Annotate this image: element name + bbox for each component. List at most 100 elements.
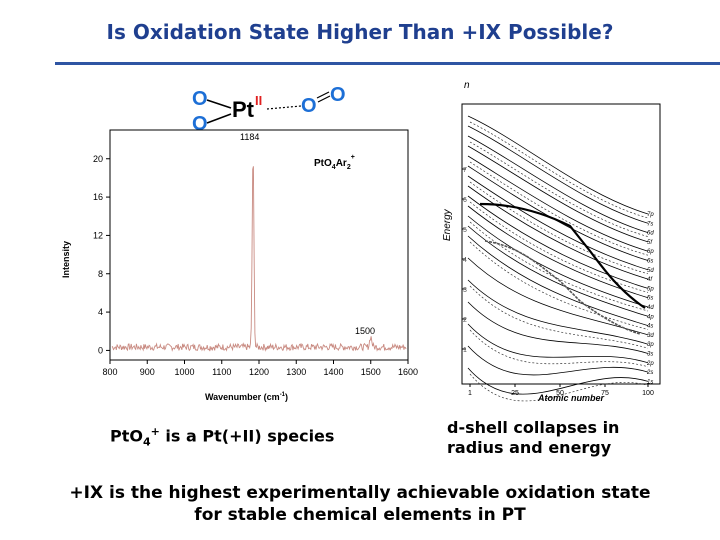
y-axis-label: Intensity bbox=[61, 241, 71, 278]
bond-line bbox=[317, 95, 331, 103]
orbital-label: 7s bbox=[647, 221, 653, 227]
orbital-curve bbox=[467, 225, 649, 317]
energy-axis-ticks: 1 2 3 4 5 6 7 bbox=[462, 167, 467, 354]
bond-line bbox=[206, 99, 232, 109]
molecule-ox-state: II bbox=[255, 93, 262, 108]
peak-1184-label: 1184 bbox=[240, 132, 259, 142]
orbital-label: 4p bbox=[647, 314, 654, 320]
orbital-curve bbox=[467, 135, 649, 233]
x-tick-label: 1100 bbox=[212, 367, 231, 377]
orbital-label: 5p bbox=[647, 286, 654, 292]
molecule-o-left-bottom: O bbox=[192, 113, 208, 135]
atomic-number-tick-label: 50 bbox=[556, 390, 564, 397]
energy-tick-label: 5 bbox=[463, 227, 467, 234]
ir-spectrum-figure: O O Pt II O O 0 4 8 12 16 20 800 900 1000 1100 12… bbox=[61, 84, 418, 402]
orbital-curve bbox=[467, 145, 649, 243]
y-axis-ticks: 0 4 8 12 16 20 bbox=[93, 154, 110, 355]
x-tick-label: 1600 bbox=[398, 367, 418, 377]
y-tick-label: 12 bbox=[93, 230, 103, 240]
n-axis-label: n bbox=[464, 80, 470, 91]
orbital-curve-dashed bbox=[469, 221, 649, 312]
orbital-curve-dashed bbox=[469, 373, 649, 402]
caption-right: d-shell collapses in radius and energy bbox=[447, 418, 620, 457]
collapsing-d-shell-curve bbox=[479, 202, 646, 309]
bond-line bbox=[316, 91, 330, 99]
orbital-curve bbox=[467, 115, 649, 215]
x-tick-label: 900 bbox=[140, 367, 155, 377]
orbital-label: 2s bbox=[646, 370, 653, 376]
x-tick-label: 1000 bbox=[174, 367, 194, 377]
orbital-label: 5f bbox=[647, 240, 653, 246]
orbital-curve-dotted bbox=[484, 240, 641, 335]
species-label: PtO4Ar2+ bbox=[314, 154, 355, 171]
y-tick-label: 8 bbox=[98, 269, 103, 279]
orbital-curves bbox=[467, 115, 649, 402]
orbital-label: 4s bbox=[647, 324, 653, 330]
x-tick-label: 1500 bbox=[361, 367, 381, 377]
orbital-curve-dashed bbox=[469, 141, 649, 237]
atomic-number-tick-label: 1 bbox=[468, 390, 472, 397]
orbital-label: 4f bbox=[647, 277, 653, 283]
dashed-bond bbox=[266, 105, 302, 110]
energy-tick-label: 4 bbox=[463, 257, 467, 264]
orbital-label: 5s bbox=[647, 296, 653, 302]
energy-tick-label: 6 bbox=[463, 197, 467, 204]
orbital-curve bbox=[467, 279, 649, 345]
x-axis-label: Wavenumber (cm-1) bbox=[205, 392, 288, 402]
y-tick-label: 16 bbox=[93, 192, 103, 202]
orbital-curve bbox=[467, 345, 649, 376]
conclusion-text: +IX is the highest experimentally achiev… bbox=[20, 482, 700, 526]
orbital-label: 5d bbox=[647, 268, 654, 274]
title-divider bbox=[55, 62, 720, 65]
atomic-number-label: Atomic number bbox=[537, 393, 605, 403]
x-tick-label: 800 bbox=[102, 367, 117, 377]
orbital-curve-dashed bbox=[469, 161, 649, 256]
orbital-curve-dashed bbox=[469, 181, 649, 275]
conclusion-line-2: for stable chemical elements in PT bbox=[194, 505, 526, 526]
molecule-o-left-top: O bbox=[192, 88, 208, 110]
caption-left: PtO4+ is a Pt(+II) species bbox=[110, 425, 335, 449]
orbital-curve bbox=[467, 235, 649, 326]
orbital-curve bbox=[467, 185, 649, 280]
y-tick-label: 0 bbox=[98, 345, 103, 355]
energy-tick-label: 1 bbox=[463, 347, 467, 354]
orbital-curve bbox=[467, 155, 649, 252]
atomic-number-tick-label: 75 bbox=[601, 390, 609, 397]
energy-tick-label: 2 bbox=[463, 317, 467, 324]
molecule-o-right-1: O bbox=[301, 95, 317, 117]
orbital-curve bbox=[467, 215, 649, 308]
x-axis-ticks: 800 900 1000 1100 1200 1300 1400 1500 1600 bbox=[102, 360, 418, 377]
orbital-label: 7p bbox=[647, 212, 654, 218]
molecule-pt: Pt bbox=[232, 97, 255, 122]
orbital-curve bbox=[467, 301, 649, 354]
orbital-curve bbox=[467, 367, 649, 395]
orbital-label: 1s bbox=[647, 379, 653, 385]
x-tick-label: 1300 bbox=[286, 367, 306, 377]
orbital-labels: 7p 7s 6d 5f 6p 6s 5d 4f 5p 5s 4d 4p 4s 3d 3p 3s 2p 2s 1s bbox=[646, 212, 654, 385]
orbital-label: 6p bbox=[647, 249, 654, 255]
y-tick-label: 4 bbox=[98, 307, 103, 317]
page-title: Is Oxidation State Higher Than +IX Possi… bbox=[106, 20, 614, 44]
orbital-curve-dashed bbox=[469, 329, 649, 368]
x-tick-label: 1400 bbox=[323, 367, 343, 377]
bond-line bbox=[206, 113, 232, 124]
orbital-curve-dashed bbox=[469, 241, 649, 330]
atomic-number-tick-label: 100 bbox=[642, 390, 654, 397]
molecule-o-right-2: O bbox=[330, 84, 346, 106]
orbital-label: 3d bbox=[647, 333, 654, 339]
orbital-label: 4d bbox=[647, 305, 654, 311]
orbital-curve bbox=[467, 125, 649, 224]
orbital-curve-dashed bbox=[469, 285, 649, 349]
orbital-label: 2p bbox=[646, 361, 654, 367]
spectrum-trace bbox=[111, 166, 407, 352]
plot-frame bbox=[461, 103, 661, 385]
orbital-label: 3s bbox=[647, 352, 653, 358]
conclusion-line-1: +IX is the highest experimentally achiev… bbox=[69, 483, 651, 503]
orbital-curve-dashed bbox=[469, 201, 649, 293]
energy-tick-label: 7 bbox=[463, 167, 467, 174]
orbital-label: 3p bbox=[647, 342, 654, 348]
energy-axis-label: Energy bbox=[442, 208, 453, 241]
orbital-label: 6s bbox=[647, 259, 653, 265]
orbital-curve bbox=[467, 175, 649, 271]
